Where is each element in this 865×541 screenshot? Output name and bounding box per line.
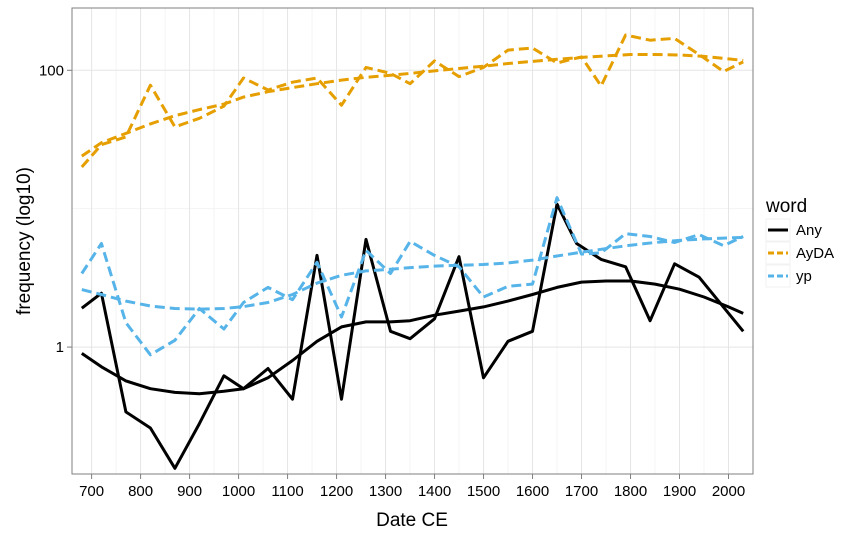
y-tick-label: 1 [56,339,64,356]
x-tick-label: 1900 [663,483,696,500]
series-line-any-smoothed [80,279,744,396]
x-tick-label: 1300 [369,483,402,500]
x-tick-label: 1800 [614,483,647,500]
x-tick-label: 1700 [565,483,598,500]
plot-panel [72,8,753,474]
legend: word Any AyDA yp [765,196,834,288]
legend-label-yp: yp [796,268,812,285]
series-line-ayda [80,33,744,168]
x-tick-label: 1600 [516,483,549,500]
legend-items: Any AyDA yp [765,218,834,288]
legend-label-ayda: AyDA [796,245,834,262]
x-tick-label: 1400 [418,483,451,500]
legend-title: word [765,196,807,217]
y-tick-label: 100 [39,62,64,79]
x-axis-ticks: 700 800 900 1000 1100 1200 1300 1400 1500 1600 170… [79,474,745,500]
x-tick-label: 1100 [271,483,303,500]
y-axis-ticks: 1 100 [39,62,72,356]
series-line-yp [80,196,744,357]
series-line-any [80,202,745,470]
series-line-ayda-smoothed [80,53,744,158]
series-lines [80,33,745,470]
x-tick-label: 800 [128,483,153,500]
x-tick-label: 2000 [712,483,745,500]
plot-border [71,7,754,475]
legend-label-any: Any [796,222,822,239]
x-axis-label: Date CE [376,510,448,531]
series-line-yp-smoothed [81,235,744,311]
x-tick-label: 700 [79,483,104,500]
x-tick-label: 1500 [467,483,500,500]
x-tick-label: 1200 [320,483,353,500]
x-tick-label: 1000 [222,483,255,500]
y-axis-label: frequency (log10) [14,167,35,315]
x-tick-label: 900 [177,483,202,500]
